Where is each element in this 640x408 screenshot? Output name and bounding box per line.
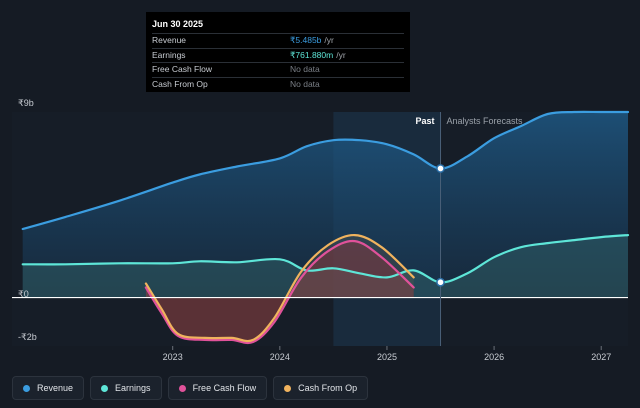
x-tick-label: 2025: [377, 352, 397, 362]
legend: Revenue Earnings Free Cash Flow Cash Fro…: [12, 376, 369, 400]
legend-label: Free Cash Flow: [192, 383, 257, 393]
tooltip-row-free-cash-flow: Free Cash Flow No data: [152, 62, 404, 77]
x-tick-label: 2026: [484, 352, 504, 362]
tooltip-row-revenue: Revenue ₹5.485b /yr: [152, 33, 404, 48]
tooltip-row-earnings: Earnings ₹761.880m /yr: [152, 47, 404, 63]
tooltip-value: ₹5.485b: [290, 35, 322, 45]
x-tick-label: 2023: [163, 352, 183, 362]
x-tick-label: 2027: [591, 352, 611, 362]
legend-item-earnings[interactable]: Earnings: [90, 376, 162, 400]
tooltip-date: Jun 30 2025: [152, 19, 204, 29]
cash-from-op-line: [144, 233, 415, 343]
earnings-line: [21, 234, 630, 284]
legend-label: Revenue: [37, 383, 74, 393]
past-label: Past: [416, 116, 435, 126]
tooltip-value: ₹761.880m: [290, 49, 334, 60]
tooltip: Jun 30 2025 Revenue ₹5.485b /yr Earnings…: [146, 12, 410, 92]
legend-label: Earnings: [115, 383, 151, 393]
legend-dot-icon: [178, 384, 186, 392]
revenue-marker[interactable]: [436, 164, 445, 173]
legend-dot-icon: [101, 384, 109, 392]
free-cash-flow-line: [144, 239, 415, 345]
y-label-bottom: -₹2b: [18, 332, 37, 342]
tooltip-unit: /yr: [324, 35, 334, 45]
legend-item-cash-from-op[interactable]: Cash From Op: [273, 376, 369, 400]
x-tick-label: 2024: [270, 352, 290, 362]
legend-label: Cash From Op: [298, 383, 358, 393]
tooltip-unit: /yr: [336, 49, 346, 60]
tooltip-value: No data: [290, 64, 320, 74]
earnings-area: [22, 235, 628, 298]
y-label-zero: ₹0: [18, 289, 29, 299]
legend-dot-icon: [284, 384, 292, 392]
tooltip-name: Revenue: [152, 35, 187, 45]
y-label-top: ₹9b: [18, 98, 34, 108]
revenue-area: [22, 111, 628, 298]
earnings-marker[interactable]: [436, 277, 445, 287]
free-cash-flow-area: [145, 240, 414, 343]
tooltip-name: Earnings: [152, 49, 186, 60]
legend-dot-icon: [23, 384, 30, 392]
tooltip-name: Free Cash Flow: [152, 64, 212, 74]
revenue-line: [21, 110, 630, 231]
cash-from-op-area: [145, 235, 414, 342]
legend-item-revenue[interactable]: Revenue: [12, 376, 85, 400]
tooltip-row-cash-from-op: Cash From Op No data: [152, 76, 404, 92]
tooltip-value: No data: [290, 78, 320, 89]
legend-item-free-cash-flow[interactable]: Free Cash Flow: [167, 376, 268, 400]
tooltip-name: Cash From Op: [152, 78, 208, 89]
forecast-label: Analysts Forecasts: [447, 116, 524, 126]
